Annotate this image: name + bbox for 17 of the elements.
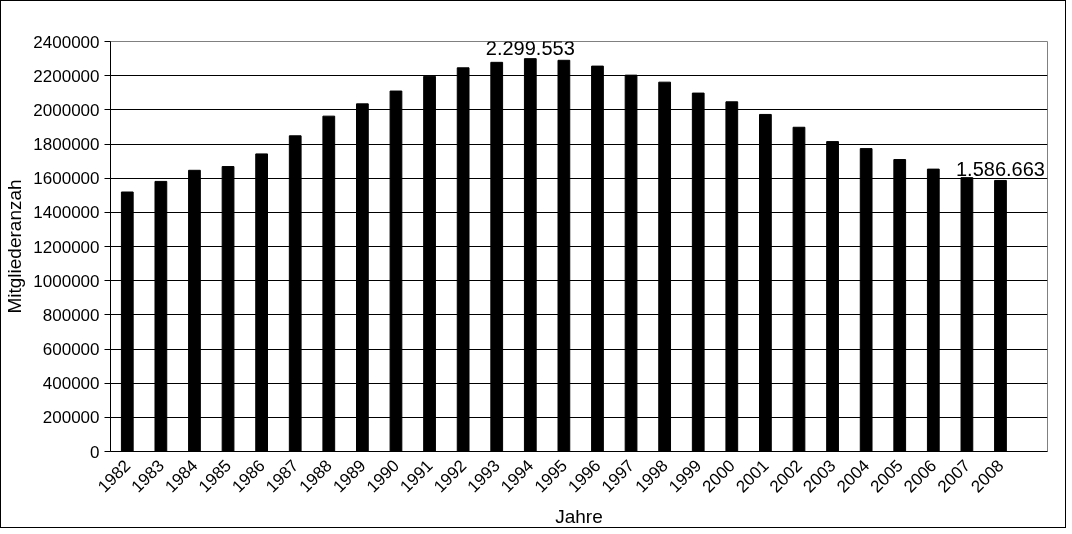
y-axis-title: Mitgliederanzah xyxy=(4,179,26,314)
y-tick-label: 2200000 xyxy=(33,66,100,86)
y-tick-label: 2000000 xyxy=(33,100,100,120)
y-tick-label: 800000 xyxy=(42,305,100,325)
y-tick-label: 1000000 xyxy=(33,271,100,291)
y-tick-label: 0 xyxy=(90,442,100,462)
y-tick-label: 1200000 xyxy=(33,237,100,257)
data-label: 1.586.663 xyxy=(955,158,1045,181)
y-tick-label: 400000 xyxy=(42,374,100,394)
x-axis-title: Jahre xyxy=(555,505,603,527)
y-tick-label: 200000 xyxy=(42,408,100,428)
data-label: 2.299.553 xyxy=(485,36,575,59)
y-tick-label: 1400000 xyxy=(33,203,100,223)
y-tick-label: 600000 xyxy=(42,340,100,359)
y-tick-label: 1600000 xyxy=(33,169,100,189)
y-tick-label: 2400000 xyxy=(33,32,100,52)
y-tick-label: 1800000 xyxy=(33,135,100,154)
